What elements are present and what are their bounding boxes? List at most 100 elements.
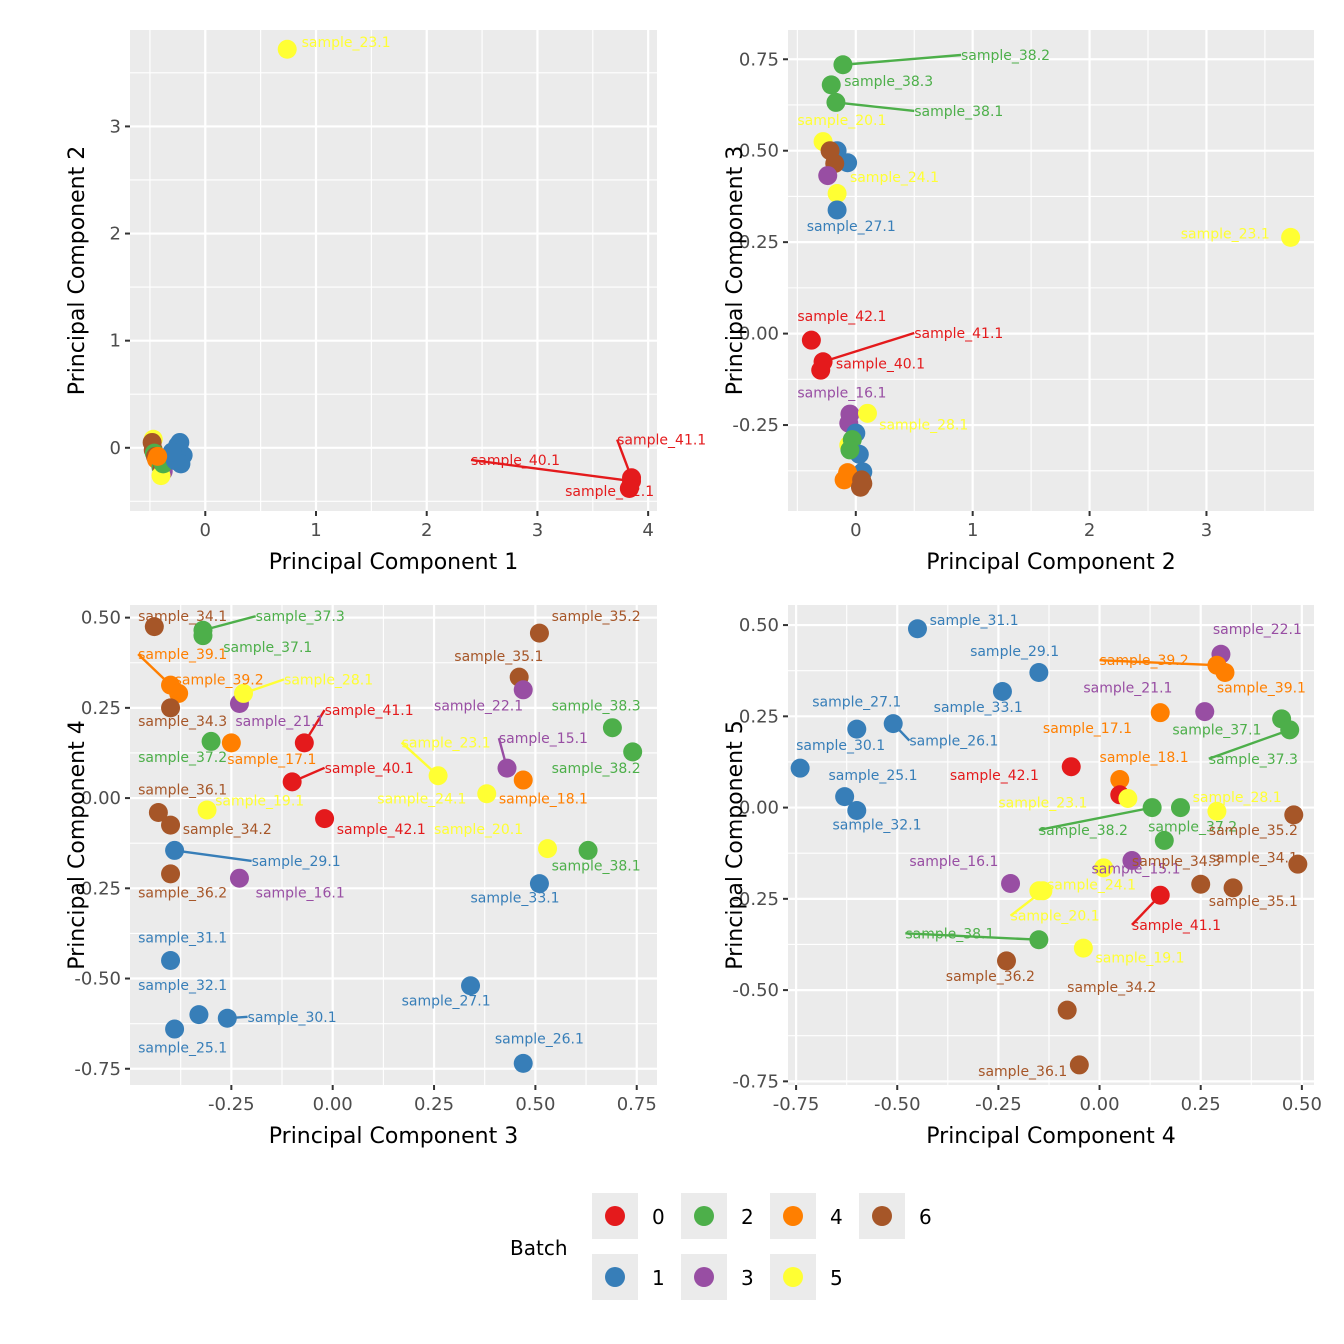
data-point xyxy=(529,874,549,894)
data-point xyxy=(578,840,598,860)
data-point xyxy=(513,770,533,790)
point-label: sample_35.2 xyxy=(1209,823,1298,839)
legend-title: Batch xyxy=(510,1236,568,1260)
point-label: sample_20.1 xyxy=(797,113,886,129)
data-point xyxy=(847,801,867,821)
data-point xyxy=(1029,930,1049,950)
data-point xyxy=(827,200,847,220)
data-point xyxy=(1154,830,1174,850)
point-label: sample_27.1 xyxy=(812,694,901,710)
data-point xyxy=(221,733,241,753)
data-point xyxy=(883,714,903,734)
y-tick-label: 1 xyxy=(110,331,121,352)
data-point xyxy=(161,698,181,718)
data-point xyxy=(461,976,481,996)
legend-item: 2 xyxy=(681,1193,754,1239)
label-connector xyxy=(822,331,915,363)
data-point xyxy=(821,75,841,95)
point-label: sample_37.3 xyxy=(256,609,345,625)
legend-label: 4 xyxy=(830,1205,843,1229)
data-point xyxy=(826,92,846,112)
point-label: sample_16.1 xyxy=(909,854,998,870)
data-point xyxy=(277,39,297,59)
point-label: sample_29.1 xyxy=(970,644,1059,660)
legend-item: 6 xyxy=(859,1193,932,1239)
y-axis-title: Principal Component 2 xyxy=(65,146,90,395)
data-point xyxy=(161,815,181,835)
legend: Batch 0 2 4 6 1 3 5 xyxy=(510,1193,932,1300)
data-point xyxy=(1073,938,1093,958)
y-tick-label: -0.50 xyxy=(74,969,121,990)
point-label: sample_39.1 xyxy=(1217,681,1306,697)
data-point xyxy=(1110,769,1130,789)
data-point xyxy=(827,184,847,204)
point-label: sample_37.3 xyxy=(1209,752,1298,768)
panel-pc4-vs-pc5: -0.75 -0.50 -0.25 0.00 0.25 0.50 0.50 0.25 0.00 -… xyxy=(723,605,1322,1149)
point-label: sample_28.1 xyxy=(879,417,968,433)
data-point xyxy=(1094,858,1114,878)
point-label: sample_31.1 xyxy=(930,613,1019,629)
y-tick-label: -0.25 xyxy=(74,878,121,899)
data-point xyxy=(513,1053,533,1073)
point-label: sample_30.1 xyxy=(796,738,885,754)
point-label: sample_35.1 xyxy=(1209,894,1298,910)
legend-item: 1 xyxy=(592,1254,665,1300)
point-label: sample_26.1 xyxy=(495,1031,584,1047)
point-label: sample_22.1 xyxy=(1213,622,1302,638)
point-label: sample_38.1 xyxy=(552,858,641,874)
label-connector xyxy=(174,849,252,863)
point-label: sample_16.1 xyxy=(256,885,345,901)
point-label: sample_41.1 xyxy=(325,703,414,719)
legend-label: 6 xyxy=(919,1205,932,1229)
x-tick-label: 1 xyxy=(967,520,978,541)
point-label: sample_38.2 xyxy=(552,761,641,777)
point-label: sample_16.1 xyxy=(797,386,886,402)
point-label: sample_19.1 xyxy=(1096,951,1185,967)
data-point xyxy=(1280,720,1300,740)
point-label: sample_32.1 xyxy=(833,817,922,833)
legend-swatch xyxy=(605,1206,625,1226)
point-label: sample_18.1 xyxy=(499,791,588,807)
point-label: sample_15.1 xyxy=(499,731,588,747)
panel-background xyxy=(130,605,657,1085)
x-tick-label: -0.25 xyxy=(208,1094,255,1115)
data-point xyxy=(850,477,870,497)
data-point xyxy=(1191,874,1211,894)
point-label: sample_33.1 xyxy=(471,891,560,907)
point-label: sample_39.1 xyxy=(138,647,227,663)
x-tick-label: 0.00 xyxy=(313,1094,353,1115)
point-label: sample_20.1 xyxy=(1011,909,1100,925)
point-label: sample_24.1 xyxy=(377,791,466,807)
data-point xyxy=(165,1019,185,1039)
data-point xyxy=(193,626,213,646)
data-point xyxy=(161,950,181,970)
point-label: sample_35.2 xyxy=(552,609,641,625)
data-point xyxy=(529,623,549,643)
point-label: sample_34.2 xyxy=(1067,980,1156,996)
data-point xyxy=(497,758,517,778)
data-point xyxy=(1029,663,1049,683)
x-tick-label: -0.75 xyxy=(773,1094,820,1115)
point-label: sample_36.2 xyxy=(138,885,227,901)
x-tick-label: 2 xyxy=(1084,520,1095,541)
data-point xyxy=(818,166,838,186)
point-label: sample_40.1 xyxy=(836,356,925,372)
data-point xyxy=(619,479,639,499)
panel-background xyxy=(130,30,657,511)
point-label: sample_27.1 xyxy=(402,994,491,1010)
legend-item: 3 xyxy=(681,1254,754,1300)
x-tick-label: 0.50 xyxy=(1282,1094,1322,1115)
point-label: sample_38.2 xyxy=(961,48,1050,64)
legend-label: 5 xyxy=(830,1266,843,1290)
point-label: sample_36.1 xyxy=(978,1064,1067,1080)
panel-background xyxy=(788,605,1314,1085)
point-label: sample_41.1 xyxy=(1132,918,1221,934)
label-connector xyxy=(1099,659,1217,667)
point-label: sample_42.1 xyxy=(337,822,426,838)
legend-label: 1 xyxy=(652,1266,665,1290)
data-point xyxy=(282,772,302,792)
legend-item: 4 xyxy=(770,1193,843,1239)
label-connector xyxy=(905,932,1039,941)
point-label: sample_28.1 xyxy=(284,672,373,688)
data-point xyxy=(201,731,221,751)
